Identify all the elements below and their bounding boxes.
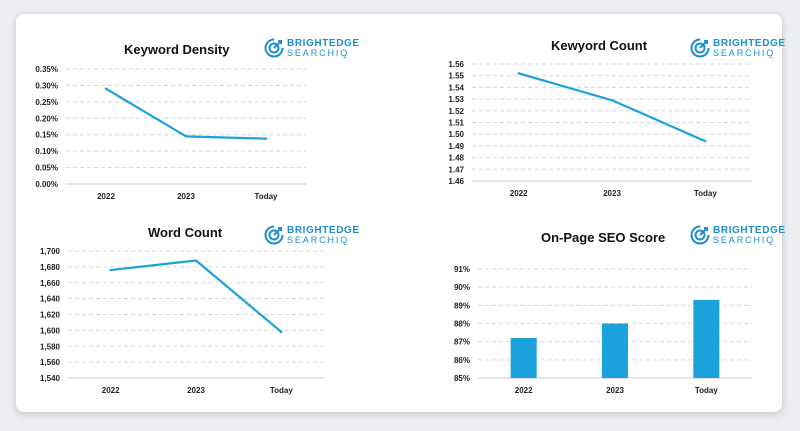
brightedge-logo: BRIGHTEDGE SEARCHIQ xyxy=(690,224,786,246)
brightedge-logo-icon xyxy=(690,38,710,58)
data-point xyxy=(194,259,198,262)
y-tick-label: 85% xyxy=(454,374,470,383)
y-tick-label: 0.30% xyxy=(35,81,58,90)
x-tick-label: Today xyxy=(694,189,718,198)
y-tick-label: 0.15% xyxy=(35,131,58,140)
y-tick-label: 0.10% xyxy=(35,147,58,156)
brightedge-logo: BRIGHTEDGE SEARCHIQ xyxy=(264,224,360,246)
y-tick-label: 0.05% xyxy=(35,164,58,173)
data-point xyxy=(109,268,112,272)
bar xyxy=(510,338,537,378)
x-tick-label: Today xyxy=(695,386,719,395)
y-tick-label: 86% xyxy=(454,356,470,365)
y-tick-label: 1.56 xyxy=(448,60,464,69)
y-tick-label: 1.50 xyxy=(448,130,464,139)
y-tick-label: 1,580 xyxy=(40,342,61,351)
bar xyxy=(693,299,720,378)
chart-plot: 1,540 1,560 1,580 1,600 1,620 1,640 1,660 1,680… xyxy=(40,247,324,395)
brand-name: BRIGHTEDGE xyxy=(713,38,786,49)
brand-sub: SEARCHIQ xyxy=(287,48,350,58)
y-tick-label: 1.55 xyxy=(448,72,464,81)
x-tick-label: 2023 xyxy=(177,192,195,201)
x-tick-label: 2023 xyxy=(187,386,205,395)
chart-plot: 85% 86% 87% 88% 89% 90% 91% 2022 2023 Today xyxy=(454,265,752,395)
y-tick-label: 0.25% xyxy=(35,98,58,107)
y-tick-label: 87% xyxy=(454,338,470,347)
brand-name: BRIGHTEDGE xyxy=(713,225,786,236)
data-point xyxy=(610,99,614,102)
y-tick-label: 1,600 xyxy=(40,326,61,335)
x-tick-label: Today xyxy=(255,192,279,201)
x-tick-label: 2022 xyxy=(102,386,120,395)
y-tick-label: 89% xyxy=(454,301,470,310)
y-tick-label: 1.52 xyxy=(448,107,464,116)
series-line xyxy=(518,72,706,143)
data-point xyxy=(704,140,707,143)
brightedge-logo-icon xyxy=(264,38,284,58)
data-point xyxy=(517,72,520,75)
brand-sub: SEARCHIQ xyxy=(287,235,350,245)
chart-panel-on-page-seo-score: On-Page SEO Score BRIGHTEDGE SEARCHIQ 85… xyxy=(412,214,785,404)
y-tick-label: 1.47 xyxy=(448,165,464,174)
brightedge-logo-icon xyxy=(264,225,284,245)
x-tick-label: 2023 xyxy=(603,189,621,198)
brightedge-logo-icon xyxy=(690,225,710,245)
bar xyxy=(602,323,628,378)
chart-panel-keyword-density: Keyword Density BRIGHTEDGE SEARCHIQ 0.00… xyxy=(16,14,386,204)
y-tick-label: 1.49 xyxy=(448,142,464,151)
y-tick-label: 1,560 xyxy=(40,358,61,367)
series-line xyxy=(110,259,283,333)
y-tick-label: 1,700 xyxy=(40,247,61,256)
x-tick-label: 2022 xyxy=(515,386,533,395)
series-line xyxy=(105,87,267,140)
y-tick-label: 1,680 xyxy=(40,263,61,272)
y-tick-label: 0.20% xyxy=(35,114,58,123)
y-tick-label: 0.00% xyxy=(35,180,58,189)
chart-title: On-Page SEO Score xyxy=(541,230,666,245)
brightedge-logo: BRIGHTEDGE SEARCHIQ xyxy=(264,37,360,59)
y-tick-label: 1.54 xyxy=(448,83,464,92)
x-tick-label: 2022 xyxy=(510,189,528,198)
y-tick-label: 1,660 xyxy=(40,279,61,288)
y-tick-label: 90% xyxy=(454,283,470,292)
brand-sub: SEARCHIQ xyxy=(713,48,776,58)
chart-title: Kewyord Count xyxy=(551,38,648,53)
dashboard-card: Keyword Density BRIGHTEDGE SEARCHIQ 0.00… xyxy=(16,14,785,412)
y-tick-label: 1.53 xyxy=(448,95,464,104)
chart-plot: 1.46 1.47 1.48 1.49 1.50 1.51 1.52 1.53 1.54 1.55… xyxy=(448,60,752,198)
y-tick-label: 1,640 xyxy=(40,295,61,304)
x-tick-label: Today xyxy=(270,386,294,395)
y-tick-label: 1,620 xyxy=(40,311,61,320)
brand-name: BRIGHTEDGE xyxy=(287,38,360,49)
y-tick-label: 1.51 xyxy=(448,119,464,128)
data-point xyxy=(280,330,283,334)
data-point xyxy=(184,135,188,138)
y-tick-label: 91% xyxy=(454,265,470,274)
chart-panel-word-count: Word Count BRIGHTEDGE SEARCHIQ 1,540 1,56… xyxy=(16,214,386,404)
chart-panel-keyword-count: Kewyord Count BRIGHTEDGE SEARCHIQ 1.46 1.… xyxy=(412,14,785,204)
brightedge-logo: BRIGHTEDGE SEARCHIQ xyxy=(690,37,786,59)
chart-title: Keyword Density xyxy=(124,42,230,57)
chart-plot: 0.00% 0.05% 0.10% 0.15% 0.20% 0.25% 0.30% 0.35%… xyxy=(35,65,306,201)
brand-name: BRIGHTEDGE xyxy=(287,225,360,236)
y-tick-label: 1.48 xyxy=(448,154,464,163)
data-point xyxy=(264,137,268,140)
y-tick-label: 1,540 xyxy=(40,374,61,383)
y-tick-label: 88% xyxy=(454,320,470,329)
x-tick-label: 2022 xyxy=(97,192,115,201)
chart-title: Word Count xyxy=(148,225,223,240)
data-point xyxy=(104,87,108,90)
y-tick-label: 1.46 xyxy=(448,177,464,186)
brand-sub: SEARCHIQ xyxy=(713,235,776,245)
y-tick-label: 0.35% xyxy=(35,65,58,74)
x-tick-label: 2023 xyxy=(606,386,624,395)
